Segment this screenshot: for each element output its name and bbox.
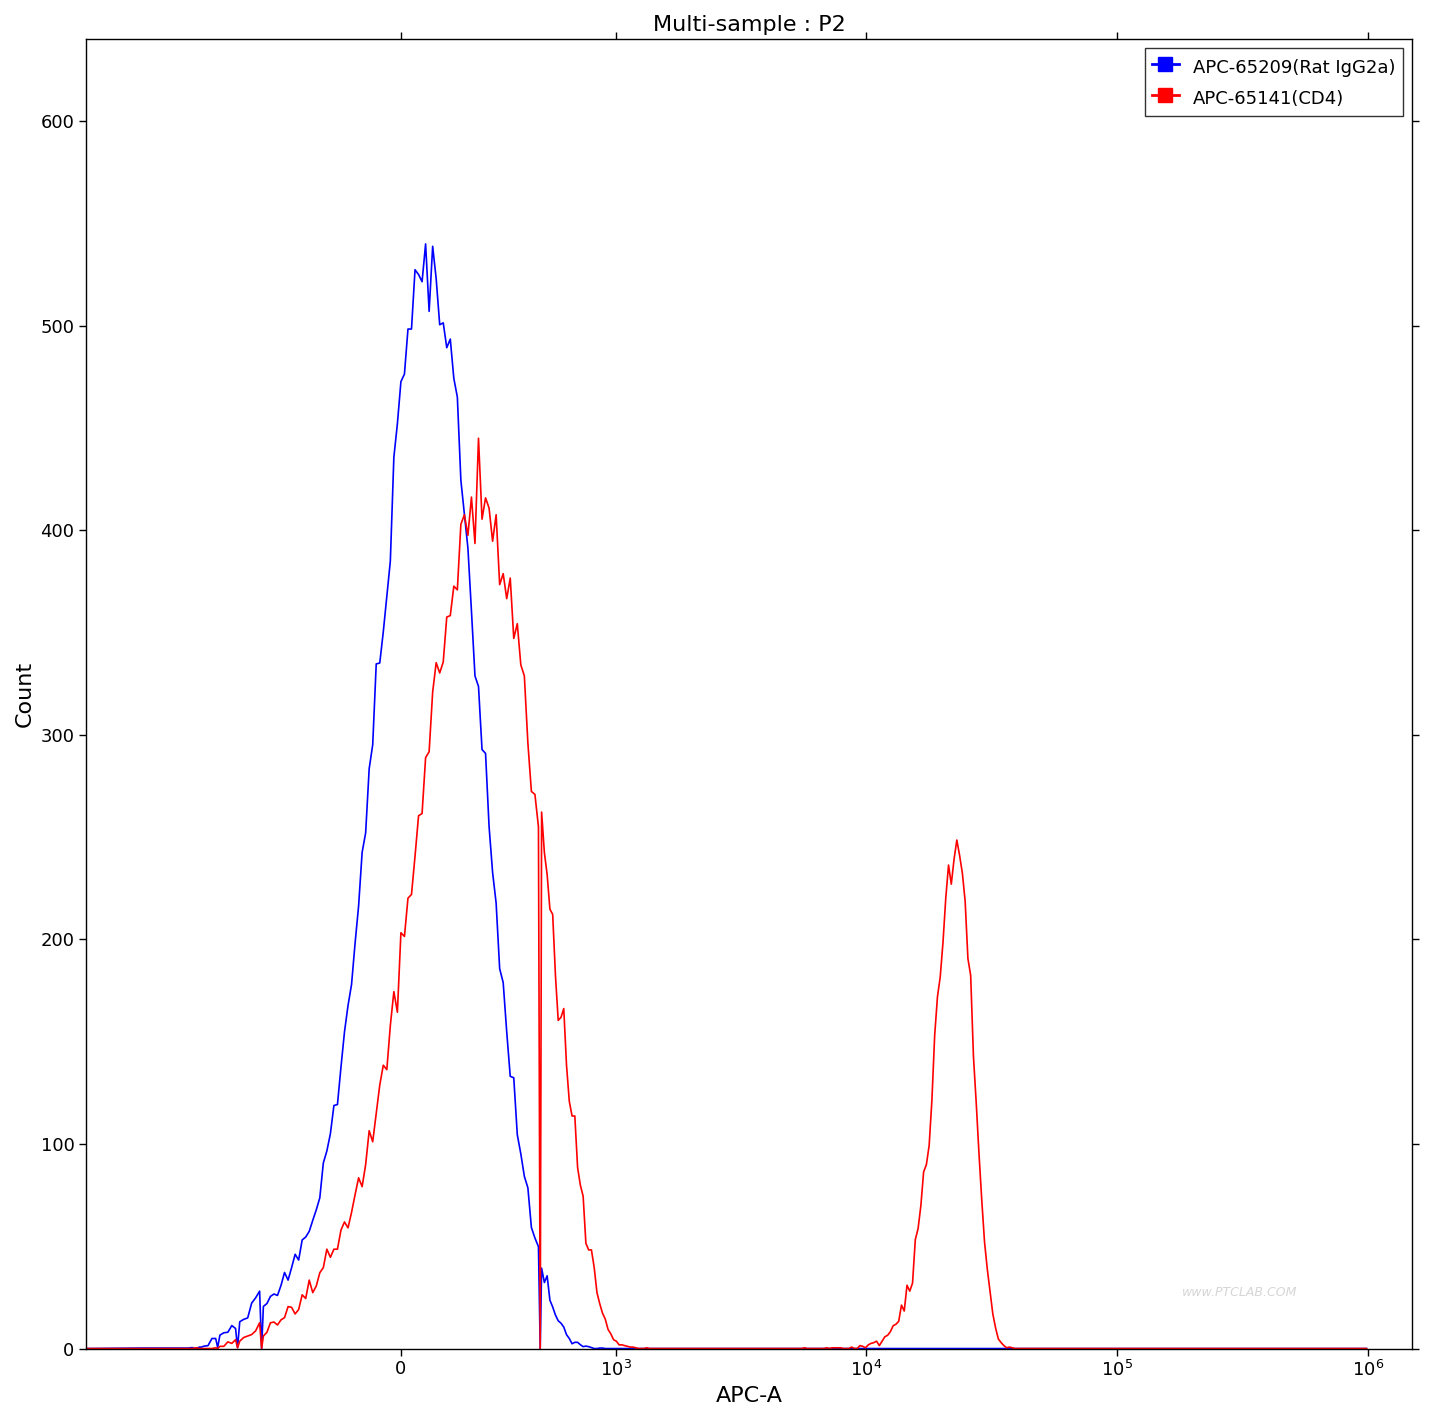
X-axis label: APC-A: APC-A bbox=[716, 1385, 783, 1405]
Y-axis label: Count: Count bbox=[14, 661, 34, 728]
Text: www.PTCLAB.COM: www.PTCLAB.COM bbox=[1182, 1286, 1298, 1299]
Title: Multi-sample : P2: Multi-sample : P2 bbox=[652, 16, 846, 36]
Legend: APC-65209(Rat IgG2a), APC-65141(CD4): APC-65209(Rat IgG2a), APC-65141(CD4) bbox=[1144, 48, 1402, 117]
